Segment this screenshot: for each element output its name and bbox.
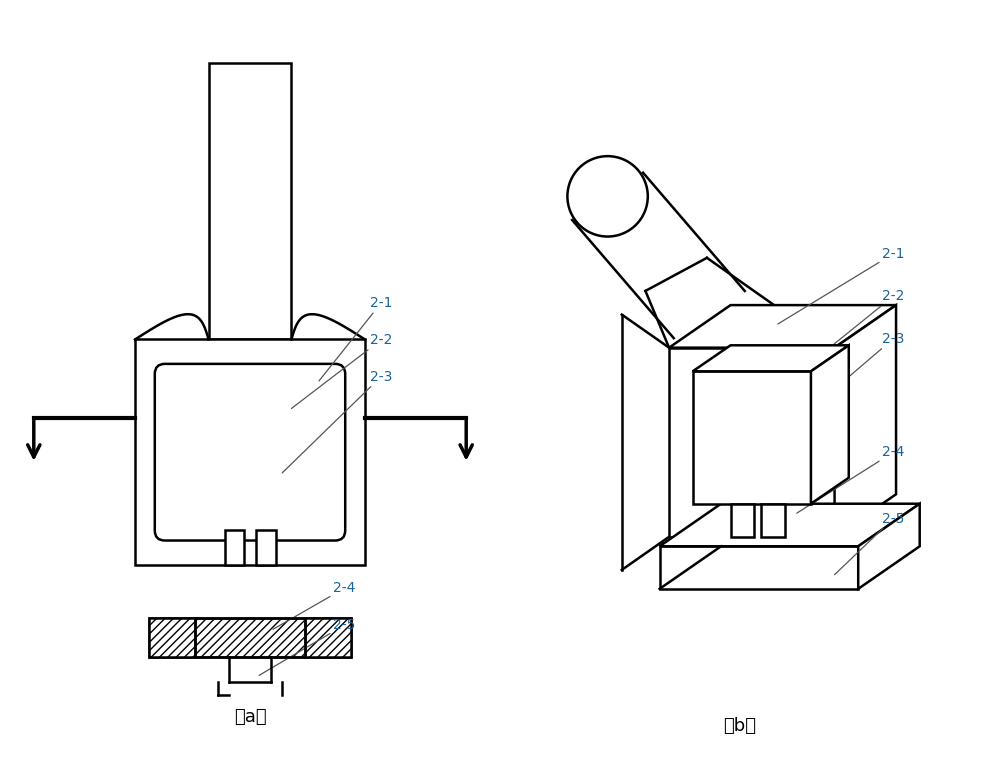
- Bar: [304, 618, 350, 656]
- Bar: [305, 618, 351, 657]
- Polygon shape: [761, 503, 785, 537]
- Text: 2-5: 2-5: [259, 618, 355, 675]
- Polygon shape: [811, 345, 849, 503]
- Text: 2-2: 2-2: [806, 289, 904, 366]
- Text: 2-4: 2-4: [273, 581, 355, 629]
- Text: （b）: （b）: [724, 717, 757, 735]
- Text: 2-2: 2-2: [291, 333, 392, 409]
- Text: 2-3: 2-3: [282, 370, 392, 473]
- Text: 2-4: 2-4: [797, 446, 904, 513]
- Polygon shape: [731, 503, 754, 537]
- Polygon shape: [669, 305, 896, 348]
- Bar: [149, 618, 195, 657]
- Bar: [150, 618, 196, 656]
- Bar: [149, 618, 351, 657]
- Text: 2-3: 2-3: [811, 332, 904, 409]
- Ellipse shape: [567, 157, 648, 237]
- FancyBboxPatch shape: [155, 364, 345, 540]
- Polygon shape: [693, 345, 849, 372]
- Text: （a）: （a）: [234, 708, 266, 726]
- Polygon shape: [669, 348, 835, 537]
- Polygon shape: [858, 503, 920, 589]
- Bar: [135, 339, 365, 565]
- Bar: [225, 530, 244, 565]
- Polygon shape: [693, 372, 811, 503]
- Polygon shape: [835, 305, 896, 537]
- Text: 2-1: 2-1: [319, 296, 392, 381]
- Text: 2-5: 2-5: [835, 512, 904, 574]
- Text: 2-1: 2-1: [778, 247, 904, 324]
- Bar: [256, 530, 276, 565]
- Polygon shape: [660, 503, 920, 547]
- Bar: [209, 63, 291, 339]
- Polygon shape: [660, 547, 858, 589]
